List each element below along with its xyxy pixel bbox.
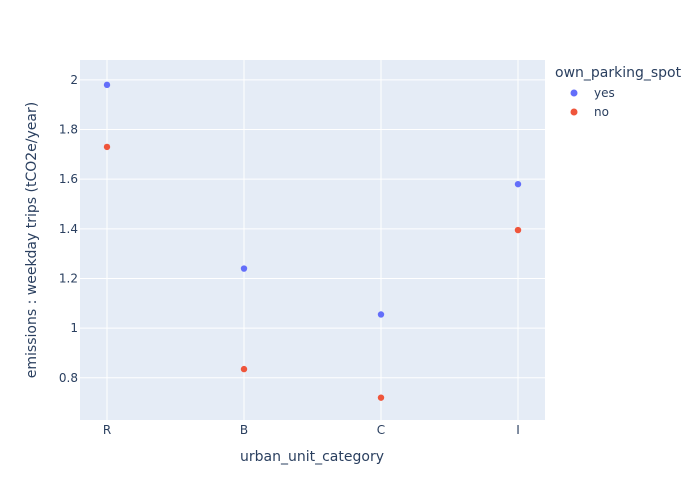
y-tick-labels: 0.8 1 1.2 1.4 1.6 1.8 2 — [59, 73, 78, 385]
y-tick-label: 0.8 — [59, 371, 78, 385]
data-point-yes-B[interactable] — [240, 265, 248, 272]
y-tick-label: 1.4 — [59, 222, 78, 236]
legend-item-yes[interactable]: yes — [570, 86, 615, 100]
x-axis-title: urban_unit_category — [240, 449, 384, 465]
data-point-no-I[interactable] — [514, 226, 522, 234]
data-point-yes-C[interactable] — [377, 311, 385, 318]
data-point-no-B[interactable] — [240, 365, 248, 373]
y-tick-label: 1.6 — [59, 172, 78, 186]
y-tick-label: 1.8 — [59, 123, 78, 137]
legend-label-no: no — [594, 105, 609, 119]
x-tick-label: I — [516, 423, 520, 437]
x-tick-label: C — [377, 423, 385, 437]
data-points — [103, 81, 522, 401]
data-point-yes-R[interactable] — [103, 81, 111, 89]
legend-item-no[interactable]: no — [570, 105, 609, 119]
legend-label-yes: yes — [594, 86, 615, 100]
y-gridlines — [80, 79, 545, 379]
y-tick-label: 2 — [70, 73, 78, 87]
x-tick-label: R — [103, 423, 111, 437]
data-point-no-C[interactable] — [377, 394, 385, 401]
plot-area-background — [80, 60, 545, 420]
x-tick-label: B — [240, 423, 248, 437]
legend[interactable]: own_parking_spot yes no — [555, 65, 682, 119]
data-point-yes-I[interactable] — [514, 180, 522, 188]
legend-title: own_parking_spot — [555, 65, 682, 81]
y-tick-label: 1 — [70, 321, 78, 335]
y-tick-label: 1.2 — [59, 271, 78, 285]
data-point-no-R[interactable] — [103, 143, 111, 151]
x-gridlines — [106, 60, 519, 420]
y-axis-title: emissions : weekday trips (tCO2e/year) — [24, 102, 40, 378]
legend-marker-no — [570, 108, 578, 116]
legend-marker-yes — [570, 89, 578, 97]
